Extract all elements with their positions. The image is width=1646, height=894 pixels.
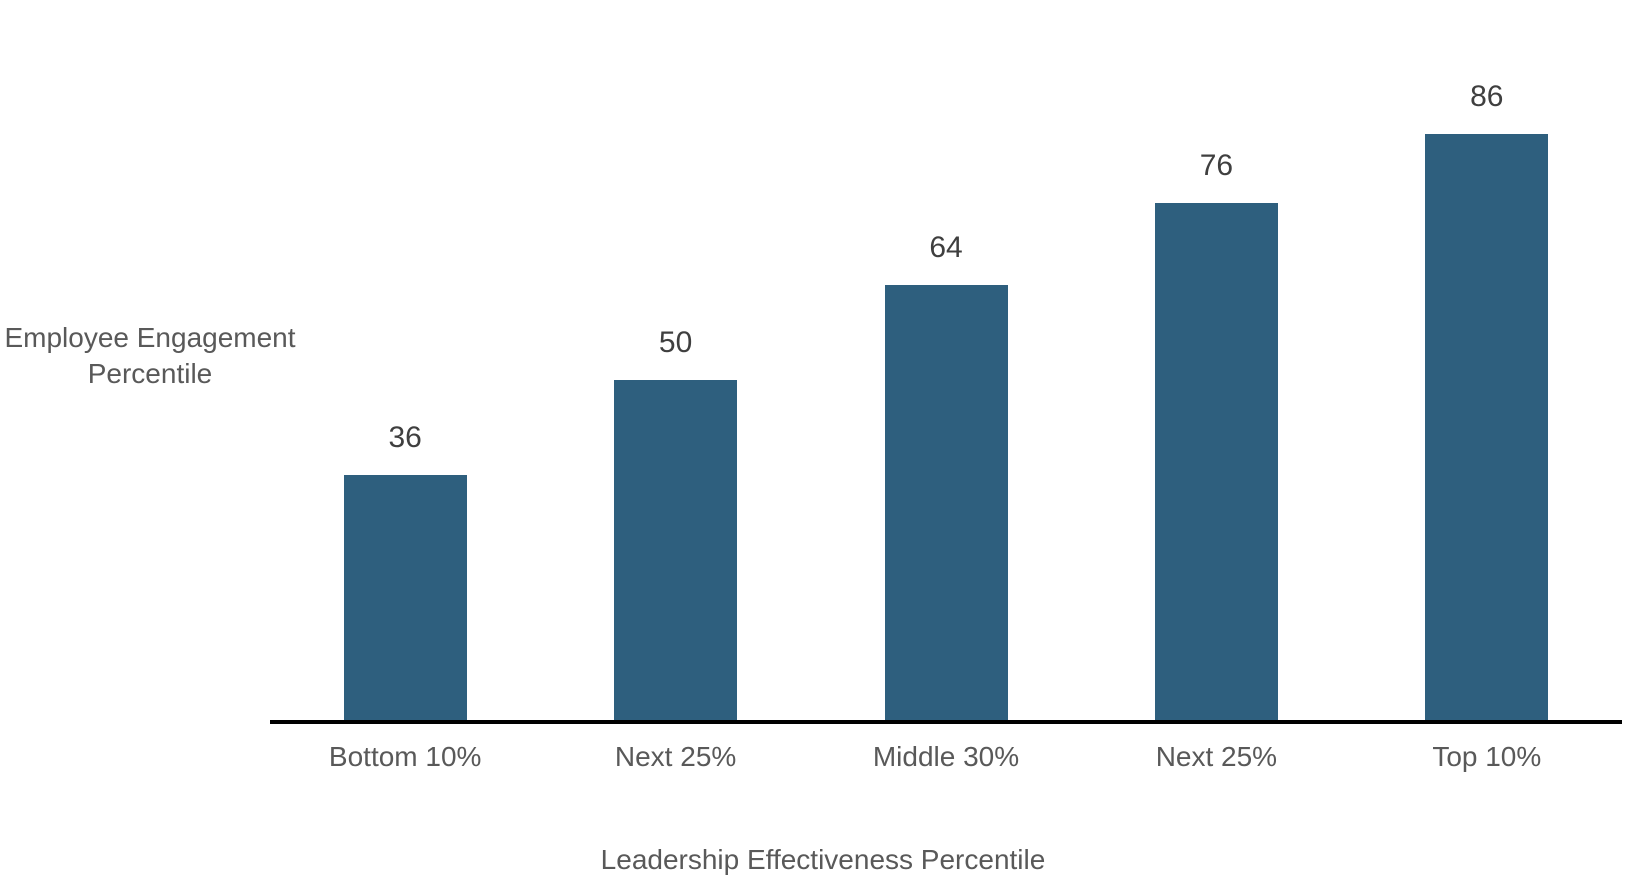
- bar: 64 Middle 30%: [873, 231, 1019, 772]
- bar: 36 Bottom 10%: [329, 421, 482, 772]
- x-tick-label: Top 10%: [1432, 741, 1542, 772]
- x-axis-title: Leadership Effectiveness Percentile: [600, 844, 1046, 875]
- bar-value-label: 50: [658, 326, 693, 359]
- y-axis-title: Employee Engagement Percentile: [4, 322, 296, 389]
- bar-value-label: 36: [388, 421, 422, 454]
- x-tick-label: Next 25%: [614, 741, 737, 772]
- x-tick-label: Next 25%: [1155, 741, 1278, 772]
- bar: 76 Next 25%: [1154, 149, 1278, 772]
- bar-value-label: 76: [1199, 149, 1234, 182]
- bar: 86 Top 10%: [1425, 80, 1549, 772]
- x-tick-label: Middle 30%: [872, 741, 1020, 772]
- bar-value-label: 64: [929, 231, 963, 264]
- bar-value-label: 86: [1470, 80, 1504, 113]
- x-axis-line: [270, 720, 1622, 724]
- x-tick-label: Bottom 10%: [328, 741, 482, 772]
- bar: 50 Next 25%: [614, 326, 738, 772]
